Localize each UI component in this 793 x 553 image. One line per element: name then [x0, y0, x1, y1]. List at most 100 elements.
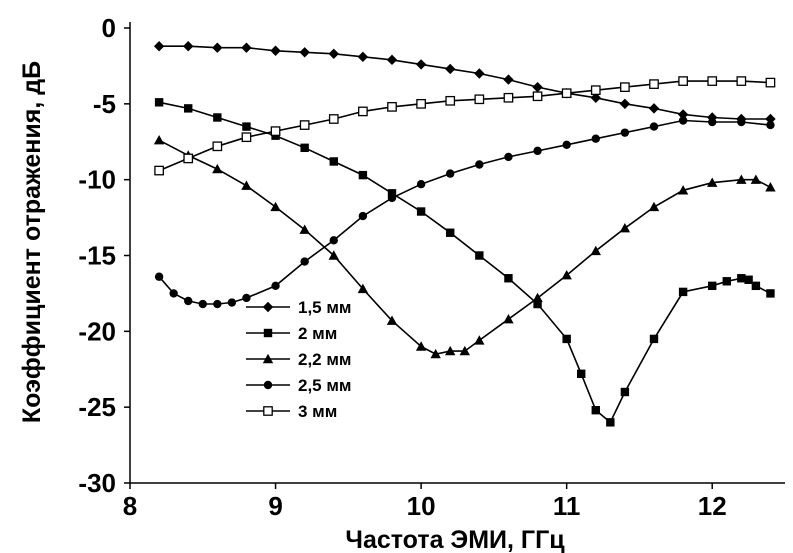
- data-point: [648, 201, 660, 212]
- data-point: [416, 207, 426, 216]
- legend-item: 1,5 мм: [246, 298, 352, 317]
- series-line: [158, 139, 771, 355]
- data-point: [227, 298, 237, 307]
- data-point: [765, 182, 776, 192]
- y-axis-title: Коэффициент отражения, дБ: [18, 61, 46, 423]
- data-point: [445, 345, 456, 356]
- data-point: [678, 76, 688, 86]
- series-line: [158, 101, 771, 424]
- x-tick-label: 12: [698, 491, 727, 521]
- data-point: [590, 92, 601, 103]
- data-point: [416, 180, 426, 189]
- data-point: [475, 160, 484, 169]
- legend-marker: [263, 328, 273, 338]
- data-point: [750, 174, 762, 184]
- data-point: [707, 76, 718, 86]
- data-point: [619, 98, 631, 110]
- data-point: [445, 63, 456, 75]
- data-point: [183, 41, 194, 52]
- data-point: [299, 47, 310, 58]
- data-point: [766, 289, 775, 298]
- data-point: [242, 293, 251, 303]
- data-point: [649, 334, 659, 344]
- data-point: [416, 98, 426, 109]
- data-point: [678, 287, 688, 297]
- data-point: [722, 277, 731, 286]
- data-point: [358, 170, 368, 180]
- data-point: [415, 59, 427, 70]
- data-point: [212, 141, 223, 152]
- data-point: [765, 113, 776, 125]
- data-point: [357, 283, 369, 294]
- legend-item: 2 мм: [246, 324, 337, 343]
- y-tick-label: -15: [78, 241, 116, 271]
- data-point: [648, 103, 660, 114]
- data-point: [677, 109, 689, 120]
- series-4: [154, 116, 775, 309]
- data-point: [708, 117, 717, 127]
- legend-item: 2,2 мм: [246, 350, 352, 369]
- data-point: [184, 104, 193, 113]
- data-point: [561, 270, 572, 280]
- data-point: [532, 91, 543, 102]
- y-tick-label: -30: [78, 468, 116, 498]
- data-point: [386, 54, 398, 66]
- data-point: [562, 140, 571, 149]
- data-point: [386, 315, 398, 325]
- data-point: [751, 281, 761, 291]
- data-point: [678, 116, 688, 125]
- y-tick-label: -20: [78, 316, 116, 346]
- data-point: [503, 74, 514, 85]
- x-tick-label: 8: [123, 491, 137, 521]
- legend-label: 2 мм: [298, 324, 337, 343]
- data-point: [504, 274, 513, 283]
- series-layer: [153, 41, 776, 427]
- data-point: [387, 193, 397, 203]
- data-point: [387, 102, 397, 112]
- data-point: [169, 289, 178, 298]
- data-point: [532, 292, 543, 303]
- legend: 1,5 мм 2 мм 2,2 мм 2,5 мм 3 мм: [246, 298, 352, 421]
- x-tick-label: 10: [407, 491, 436, 521]
- data-point: [620, 128, 630, 137]
- data-point: [270, 45, 281, 56]
- data-point: [241, 180, 252, 190]
- data-point: [328, 114, 339, 124]
- data-point: [591, 134, 600, 143]
- data-point: [765, 77, 776, 88]
- data-point: [328, 250, 339, 260]
- data-point: [649, 79, 659, 89]
- data-point: [744, 275, 753, 284]
- data-point: [707, 177, 718, 187]
- data-point: [649, 122, 659, 131]
- legend-marker: [263, 380, 273, 390]
- data-point: [737, 274, 746, 283]
- data-point: [329, 157, 338, 166]
- data-point: [766, 120, 775, 130]
- data-point: [242, 122, 251, 131]
- data-point: [154, 165, 164, 176]
- data-point: [561, 88, 572, 99]
- data-point: [475, 251, 484, 260]
- data-point: [620, 82, 630, 92]
- legend-item: 3 мм: [246, 402, 337, 421]
- data-point: [503, 314, 514, 324]
- data-point: [533, 299, 542, 309]
- y-tick-label: -10: [78, 165, 116, 195]
- x-tick-label: 9: [268, 491, 282, 521]
- data-point: [358, 211, 368, 221]
- data-point: [213, 113, 222, 122]
- data-point: [736, 76, 747, 86]
- legend-label: 2,2 мм: [298, 350, 352, 369]
- legend-marker: [262, 353, 274, 364]
- legend-label: 1,5 мм: [298, 298, 352, 317]
- y-axis-ticks: 0 -5 -10 -15 -20 -25 -30: [78, 13, 130, 498]
- data-point: [503, 92, 514, 103]
- data-point: [212, 42, 223, 53]
- data-point: [620, 387, 630, 397]
- data-point: [300, 143, 309, 153]
- data-point: [504, 152, 513, 162]
- data-point: [328, 48, 339, 59]
- data-point: [532, 81, 543, 93]
